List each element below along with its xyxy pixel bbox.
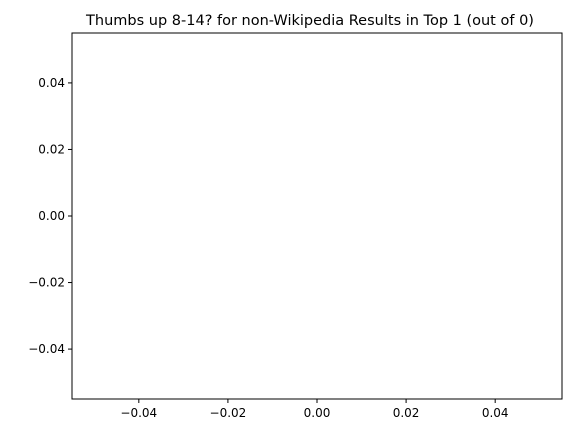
y-tick-label: −0.04 xyxy=(28,342,65,356)
chart-title: Thumbs up 8-14? for non-Wikipedia Result… xyxy=(85,13,534,29)
x-tick-label: 0.00 xyxy=(304,406,331,420)
y-tick-label: 0.02 xyxy=(38,142,65,156)
x-tick-label: 0.04 xyxy=(482,406,509,420)
y-tick-label: 0.04 xyxy=(38,76,65,90)
y-tick-label: −0.02 xyxy=(28,276,65,290)
y-tick-label: 0.00 xyxy=(38,209,65,223)
x-axis: −0.04 −0.02 0.00 0.02 0.04 xyxy=(120,399,509,420)
x-tick-label: 0.02 xyxy=(393,406,420,420)
x-tick-label: −0.02 xyxy=(210,406,247,420)
x-tick-label: −0.04 xyxy=(120,406,157,420)
y-axis: −0.04 −0.02 0.00 0.02 0.04 xyxy=(28,76,72,356)
